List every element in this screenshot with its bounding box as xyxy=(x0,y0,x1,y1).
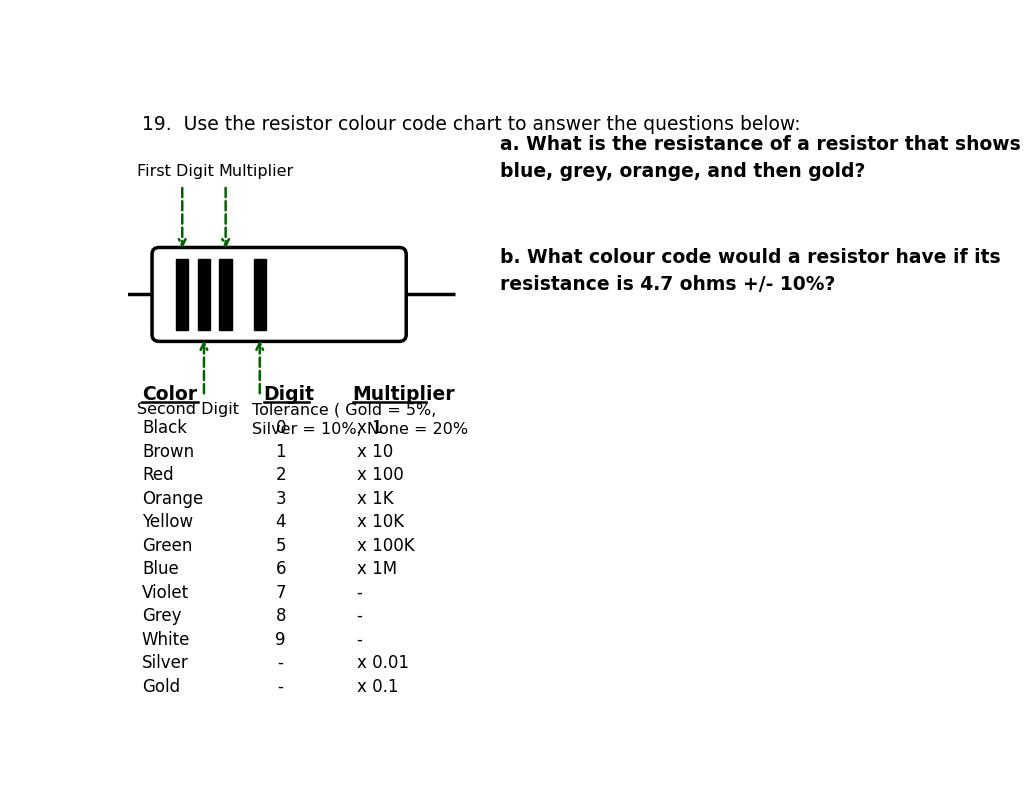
Text: -: - xyxy=(356,584,362,602)
Text: 4: 4 xyxy=(275,513,286,531)
Text: 1: 1 xyxy=(275,443,286,461)
Bar xyxy=(254,259,266,330)
Bar xyxy=(198,259,210,330)
Text: Yellow: Yellow xyxy=(142,513,194,531)
Text: x 10: x 10 xyxy=(356,443,393,461)
Text: -: - xyxy=(356,630,362,649)
Text: Tolerance ( Gold = 5%,
Silver = 10%, None = 20%: Tolerance ( Gold = 5%, Silver = 10%, Non… xyxy=(252,402,468,437)
Text: x 0.01: x 0.01 xyxy=(356,654,409,672)
Text: 3: 3 xyxy=(275,490,286,508)
Text: Brown: Brown xyxy=(142,443,195,461)
Text: 8: 8 xyxy=(275,607,286,625)
Text: b. What colour code would a resistor have if its
resistance is 4.7 ohms +/- 10%?: b. What colour code would a resistor hav… xyxy=(500,248,1000,294)
Text: x 1M: x 1M xyxy=(356,560,396,578)
Text: Gold: Gold xyxy=(142,677,180,696)
Text: 19.  Use the resistor colour code chart to answer the questions below:: 19. Use the resistor colour code chart t… xyxy=(142,115,801,134)
Text: 7: 7 xyxy=(275,584,286,602)
Text: x 100K: x 100K xyxy=(356,537,415,555)
Text: 2: 2 xyxy=(275,466,286,484)
FancyBboxPatch shape xyxy=(152,247,407,341)
Text: Blue: Blue xyxy=(142,560,179,578)
Text: x 100: x 100 xyxy=(356,466,403,484)
Text: -: - xyxy=(356,607,362,625)
Text: First Digit: First Digit xyxy=(137,164,214,179)
Text: Color: Color xyxy=(142,384,197,404)
Text: a. What is the resistance of a resistor that shows
blue, grey, orange, and then : a. What is the resistance of a resistor … xyxy=(500,135,1021,182)
Text: Orange: Orange xyxy=(142,490,203,508)
Text: x 1: x 1 xyxy=(356,419,382,437)
Text: 6: 6 xyxy=(275,560,286,578)
Text: x 1K: x 1K xyxy=(356,490,393,508)
Text: -: - xyxy=(278,677,284,696)
Text: Violet: Violet xyxy=(142,584,189,602)
Text: x 10K: x 10K xyxy=(356,513,403,531)
Text: Digit: Digit xyxy=(263,384,314,404)
Text: Grey: Grey xyxy=(142,607,181,625)
Text: -: - xyxy=(278,654,284,672)
Text: Multiplier: Multiplier xyxy=(352,384,456,404)
Bar xyxy=(219,259,231,330)
Text: 0: 0 xyxy=(275,419,286,437)
Text: White: White xyxy=(142,630,190,649)
Text: Second Digit: Second Digit xyxy=(137,402,240,417)
Text: Black: Black xyxy=(142,419,187,437)
Text: Green: Green xyxy=(142,537,193,555)
Text: x 0.1: x 0.1 xyxy=(356,677,398,696)
Text: Red: Red xyxy=(142,466,174,484)
Text: Silver: Silver xyxy=(142,654,188,672)
Text: 5: 5 xyxy=(275,537,286,555)
Bar xyxy=(176,259,188,330)
Text: Multiplier: Multiplier xyxy=(219,164,294,179)
Text: 9: 9 xyxy=(275,630,286,649)
